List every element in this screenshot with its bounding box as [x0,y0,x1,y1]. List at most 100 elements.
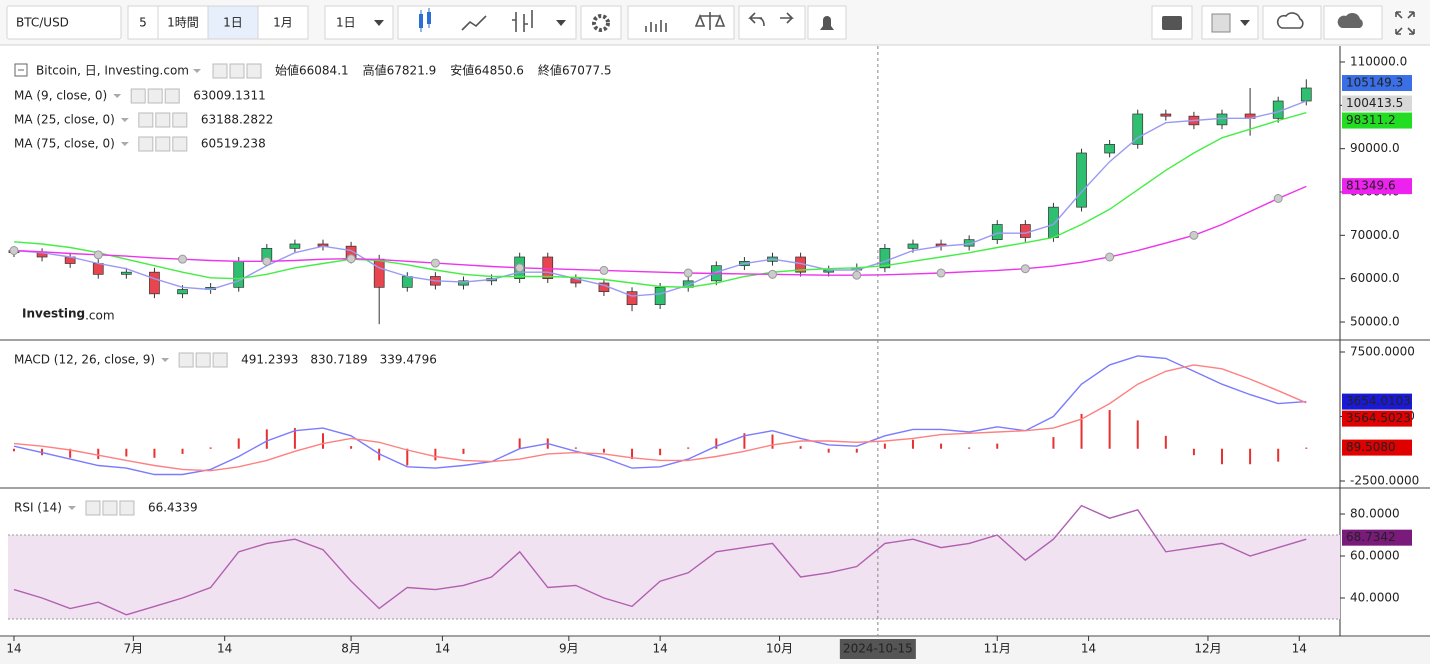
interval-label[interactable]: 5 [139,16,147,30]
legend-icon[interactable] [119,500,135,516]
ma-legend-name: MA (75, close, 0) [14,137,115,151]
candle-body [1300,87,1312,102]
legend-arrow[interactable] [113,94,122,98]
legend-icon[interactable] [172,136,188,152]
indicator-title: MACD (12, 26, close, 9) [14,353,155,367]
price-tag [1342,112,1412,129]
symbol-box[interactable] [6,5,122,40]
candle-body [401,276,413,288]
legend-arrow[interactable] [120,118,129,122]
gear-icon[interactable] [592,14,610,32]
indicator-value: 339.4796 [380,353,437,367]
crosshair-label: 2024-10-15 [843,642,913,656]
x-tick-label: 7月 [124,642,144,656]
range[interactable]: 1日 [336,16,356,30]
interval-label[interactable]: 1日 [223,16,243,30]
legend-arrow[interactable] [67,506,76,510]
price-tag [1342,75,1412,92]
ohlc-label: 高値 [363,63,387,78]
interval-button[interactable] [157,5,209,40]
interval-label[interactable]: 1月 [273,16,293,30]
time-axis-bg [0,637,1430,664]
settings-box[interactable] [580,5,622,40]
candle-body [373,258,385,288]
legend-icon[interactable] [138,112,154,128]
ohlc-value: 64850.6 [474,64,524,78]
cloud-up-icon[interactable] [1337,12,1363,28]
legend-icon[interactable] [85,500,101,516]
ma-legend-name: MA (25, close, 0) [14,113,115,127]
candle-body [1216,113,1228,126]
price-tag-label: 105149.3 [1346,76,1403,90]
dropdown-arrow[interactable] [556,20,566,26]
legend-icon[interactable] [102,500,118,516]
camera-icon[interactable] [1162,16,1182,30]
undo-icon[interactable] [748,12,765,27]
indicator-icon[interactable] [645,20,667,32]
legend-icon[interactable] [172,112,188,128]
indicator-value: 830.7189 [310,353,367,367]
candle-icon[interactable] [419,8,431,32]
ohlc-value: 66084.1 [299,64,349,78]
price-tag-label: 98311.2 [1346,113,1396,127]
interval-button[interactable] [257,5,309,40]
fullscreen-icon[interactable] [1395,11,1415,35]
legend-icon[interactable] [195,352,211,368]
x-tick-label: 14 [6,642,21,656]
interval-button[interactable] [207,5,259,40]
x-tick-label: 9月 [559,642,579,656]
candle-body [1272,100,1284,119]
legend-icon[interactable] [155,136,171,152]
x-tick-label: 10月 [766,642,793,656]
ma-marker [515,263,525,273]
legend-icon[interactable] [147,88,163,104]
legend-icon[interactable] [246,63,262,79]
candle-body [1104,143,1115,154]
symbol[interactable]: BTC/USD [16,16,69,30]
price-tag-label: 100413.5 [1346,96,1403,110]
dropdown-arrow[interactable] [374,20,384,26]
legend-icon[interactable] [229,63,245,79]
dropdown-arrow[interactable] [1240,20,1250,26]
interval-button[interactable] [127,5,159,40]
legend-arrow[interactable] [120,142,129,146]
x-tick-label: 14 [1292,642,1307,656]
y-tick-label: 7500.0000 [1350,344,1415,358]
legend-icon[interactable] [212,63,228,79]
y-tick-label: 60.0000 [1350,549,1400,563]
price-tag-label: 3654.0103 [1346,394,1411,408]
legend-icon[interactable] [155,112,171,128]
legend-arrow[interactable] [193,69,201,73]
undo-group [738,5,806,40]
color-swatch[interactable] [1211,13,1231,33]
legend-arrow[interactable] [161,358,170,362]
ma-marker [1273,194,1283,204]
interval-label[interactable]: 1時間 [167,16,199,30]
watermark-brand: Investing [22,307,85,321]
y-tick-label: 40.0000 [1350,591,1400,605]
indicator-title: RSI (14) [14,501,62,515]
tool-group [627,5,735,40]
price-tag [1342,178,1412,195]
ohlc-value: 67077.5 [562,64,612,78]
ma-legend-name: MA (9, close, 0) [14,89,107,103]
cloud-down-icon[interactable] [1276,12,1304,29]
redo-icon[interactable] [780,12,794,24]
legend-icon[interactable] [164,88,180,104]
line-icon[interactable] [461,15,487,31]
x-tick-label: 8月 [341,642,361,656]
x-tick-label: 14 [652,642,667,656]
legend-icon[interactable] [138,136,154,152]
download-box[interactable] [1262,5,1322,40]
legend-icon[interactable] [130,88,146,104]
ma-line [13,100,1307,297]
ma-marker [9,246,19,256]
ma-marker [346,254,356,264]
bar-icon[interactable] [512,10,533,32]
alert-icon[interactable] [820,16,834,30]
legend-icon[interactable] [212,352,228,368]
price-tag-label: 81349.6 [1346,179,1396,193]
legend-icon[interactable] [178,352,194,368]
compare-icon[interactable] [694,12,726,30]
